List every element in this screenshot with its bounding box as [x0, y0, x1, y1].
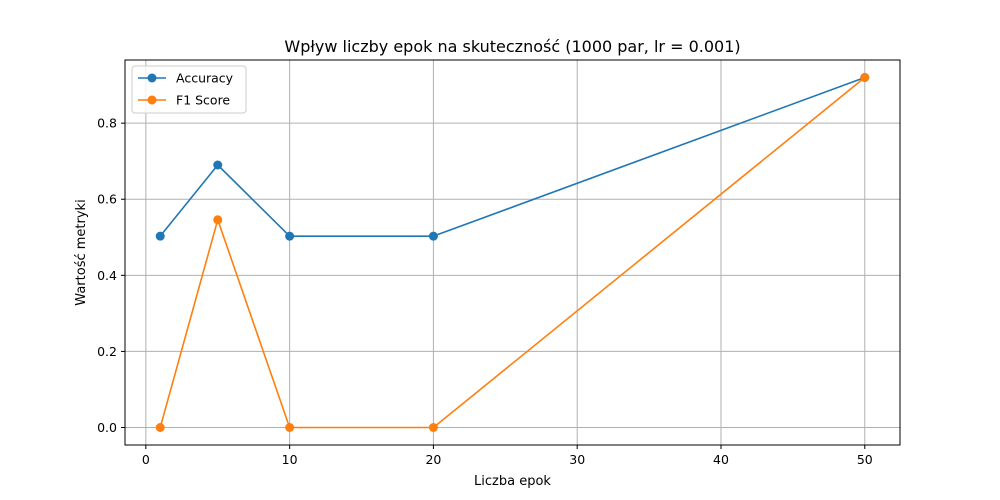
- x-tick-label: 30: [569, 452, 585, 467]
- plot-frame: [124, 59, 901, 446]
- series-lines: [155, 73, 870, 432]
- f1-score-point: [428, 423, 438, 432]
- legend: Accuracy F1 Score: [131, 65, 247, 114]
- axis-ticks: 0 10 20 30 40 50 0.0 0.2 0.4 0.6 0.8: [97, 116, 873, 467]
- y-tick-label: 0.6: [97, 192, 117, 207]
- x-tick-label: 20: [425, 452, 441, 467]
- chart-title: Wpływ liczby epok na skuteczność (1000 p…: [284, 37, 740, 56]
- y-tick-label: 0.0: [97, 420, 117, 435]
- y-tick-label: 0.4: [97, 268, 117, 283]
- legend-f1-score-marker: [147, 95, 157, 105]
- f1-score-point: [213, 215, 223, 225]
- legend-accuracy-label: Accuracy: [176, 71, 234, 86]
- legend-f1-score-label: F1 Score: [176, 93, 230, 108]
- x-tick-label: 40: [713, 452, 729, 467]
- legend-items: Accuracy F1 Score: [138, 71, 234, 108]
- legend-accuracy-marker: [147, 73, 157, 83]
- f1-score-point: [285, 423, 295, 432]
- y-tick-label: 0.2: [97, 344, 117, 359]
- y-tick-label: 0.8: [97, 116, 117, 131]
- accuracy-point: [155, 231, 165, 241]
- grid: [125, 60, 900, 445]
- accuracy-point: [213, 160, 223, 170]
- x-tick-label: 0: [142, 452, 150, 467]
- f1-score-point: [860, 73, 870, 82]
- x-tick-label: 10: [282, 452, 298, 467]
- y-axis-label: Wartość metryki: [74, 199, 89, 305]
- accuracy-point: [285, 231, 295, 241]
- x-axis-label: Liczba epok: [474, 474, 551, 489]
- accuracy-point: [428, 231, 438, 241]
- x-tick-label: 50: [857, 452, 873, 467]
- f1-score-point: [155, 423, 165, 432]
